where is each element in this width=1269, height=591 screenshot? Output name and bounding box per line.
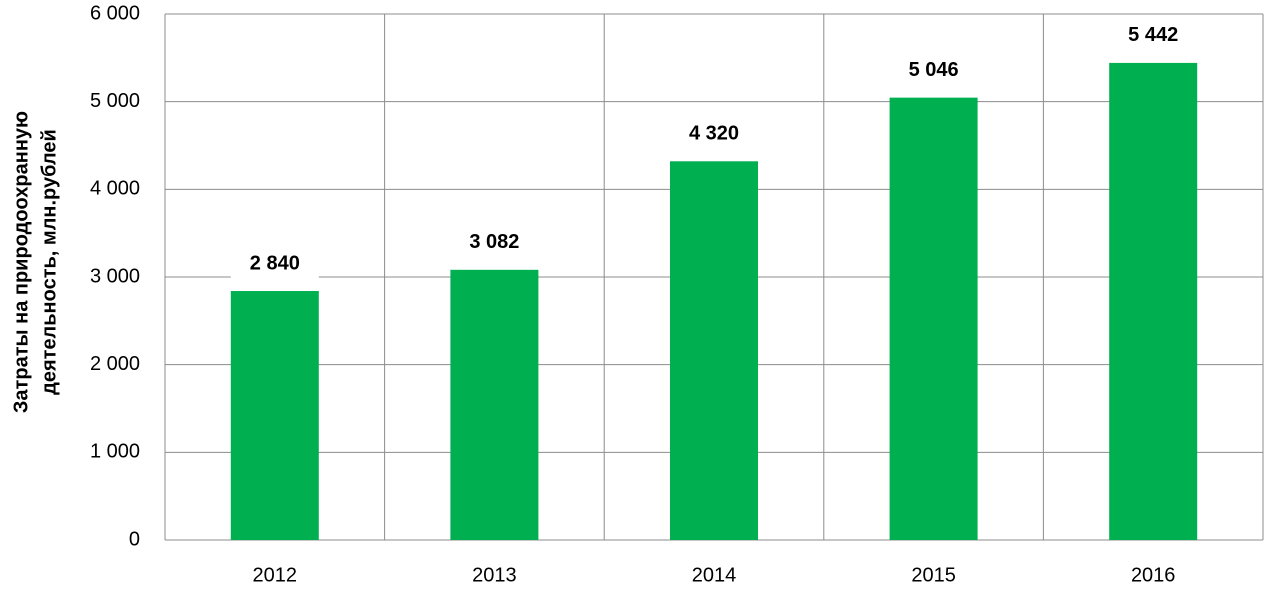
bar (230, 291, 319, 540)
data-label: 5 442 (1128, 24, 1178, 46)
y-tick-label: 4 000 (90, 178, 140, 200)
data-label: 4 320 (689, 123, 739, 145)
data-label-background (230, 249, 319, 280)
bar (889, 97, 978, 540)
data-label-background (450, 227, 539, 258)
y-tick-label: 2 000 (90, 353, 140, 375)
x-tick-label: 2014 (692, 564, 737, 586)
y-tick-label: 1 000 (90, 441, 140, 463)
data-label: 5 046 (909, 59, 959, 81)
y-tick-label: 3 000 (90, 265, 140, 287)
y-axis-label: Затраты на природоохранную (10, 111, 32, 413)
data-label: 3 082 (469, 231, 519, 253)
x-tick-label: 2015 (911, 564, 956, 586)
x-tick-label: 2016 (1131, 564, 1176, 586)
y-tick-label: 5 000 (90, 90, 140, 112)
data-label-background (1109, 20, 1198, 51)
bar (670, 161, 758, 540)
bar (1109, 62, 1198, 540)
x-tick-label: 2013 (472, 564, 517, 586)
data-label-background (889, 55, 978, 86)
data-label-background (670, 119, 758, 150)
y-axis-label: деятельность, млн.рублей (38, 129, 60, 395)
data-label: 2 840 (250, 252, 300, 274)
y-tick-label: 6 000 (90, 2, 140, 24)
x-tick-label: 2012 (253, 564, 298, 586)
y-tick-label: 0 (129, 528, 140, 550)
bar (450, 269, 539, 540)
